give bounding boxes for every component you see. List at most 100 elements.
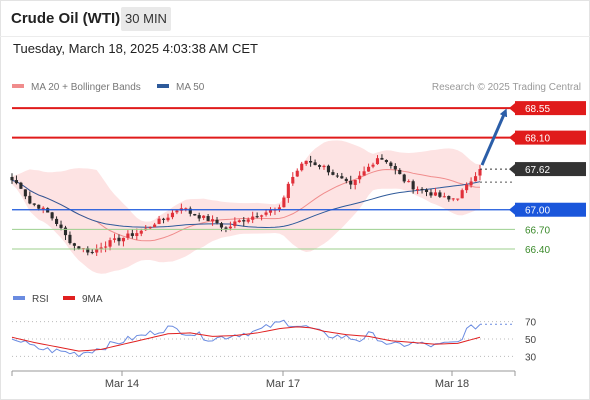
level-66-40: 66.40 — [12, 245, 550, 256]
resistance-label: 68.55 — [525, 104, 550, 115]
candle — [161, 217, 166, 224]
candle-body — [188, 208, 192, 214]
legend-swatch-ma20 — [12, 84, 24, 88]
candle — [420, 187, 424, 194]
candle — [55, 216, 59, 227]
candle — [197, 212, 201, 222]
candle-body — [264, 212, 268, 215]
candle — [442, 192, 446, 198]
x-axis-label: Mar 14 — [105, 378, 139, 390]
candle-body — [358, 175, 362, 180]
candle — [86, 246, 90, 256]
pivot-label-tip — [509, 204, 515, 215]
candle — [393, 163, 397, 175]
candle-body — [460, 190, 464, 199]
candle-body — [295, 170, 299, 177]
candle-body — [268, 210, 273, 213]
candle — [130, 229, 134, 239]
candle-body — [371, 164, 375, 167]
candle — [121, 237, 125, 247]
candle — [14, 175, 19, 185]
candle — [108, 237, 112, 251]
rsi-tick-label: 50 — [525, 335, 537, 346]
candle — [309, 155, 313, 167]
candle-body — [438, 192, 442, 197]
candle-body — [260, 215, 264, 217]
candle-body — [99, 247, 103, 250]
candle — [300, 161, 304, 172]
candle — [251, 211, 255, 224]
candle — [411, 179, 415, 194]
candle — [10, 173, 14, 184]
level-68-55: 68.55 — [12, 101, 586, 116]
candle-body — [228, 226, 232, 229]
legend-swatch-9ma — [63, 296, 75, 300]
candle — [242, 217, 246, 227]
legend-swatch-ma50 — [157, 84, 169, 88]
header: Crude Oil (WTI) 30 MIN — [0, 0, 590, 36]
level-68-10: 68.10 — [12, 130, 586, 145]
level-67-00: 67.00 — [12, 202, 586, 217]
candle-body — [14, 180, 19, 184]
candle — [407, 179, 411, 183]
candle-body — [148, 227, 152, 229]
candle — [117, 234, 121, 246]
candle — [331, 169, 335, 176]
candle-body — [331, 172, 335, 175]
candle — [460, 188, 464, 199]
candle-body — [469, 181, 473, 186]
candle — [304, 160, 308, 166]
candle — [286, 181, 290, 203]
candle-body — [393, 165, 397, 170]
candle-body — [313, 162, 317, 166]
timeframe-button[interactable]: 30 MIN — [121, 7, 171, 31]
candle — [90, 249, 94, 255]
candle-body — [407, 181, 411, 183]
candle — [264, 209, 268, 217]
candle-body — [411, 181, 415, 190]
candle-body — [322, 165, 326, 168]
candle — [99, 242, 103, 253]
candle — [59, 220, 63, 231]
candle — [465, 182, 469, 194]
candle — [478, 164, 482, 181]
candle — [148, 226, 152, 230]
candle — [358, 171, 362, 184]
rsi-tick-label: 30 — [525, 352, 537, 363]
candle — [50, 211, 54, 221]
candle-body — [50, 212, 54, 219]
candle-body — [349, 180, 353, 185]
candle-body — [384, 159, 388, 163]
resistance-label-tip — [509, 103, 515, 114]
last-price-label-tip — [509, 164, 515, 175]
candle — [349, 175, 353, 190]
candle-body — [197, 215, 201, 219]
candle-body — [433, 192, 437, 196]
candle-body — [353, 179, 357, 185]
candle — [215, 216, 219, 225]
candle-body — [32, 203, 36, 205]
x-axis-label: Mar 17 — [266, 378, 300, 390]
candle-body — [326, 165, 331, 173]
candle-body — [28, 195, 32, 204]
candle — [32, 203, 36, 207]
candle-body — [86, 248, 90, 253]
timestamp: Tuesday, March 18, 2025 4:03:38 AM CET — [13, 41, 258, 56]
candle — [153, 222, 157, 228]
candle — [295, 168, 299, 177]
level-67-62: 67.62 — [480, 162, 586, 177]
candle-body — [95, 249, 99, 253]
candle — [344, 177, 348, 184]
candle — [416, 186, 420, 195]
candle — [157, 215, 161, 225]
candle-body — [59, 224, 63, 228]
pivot-label-bg — [515, 202, 586, 217]
candle-body — [41, 207, 45, 210]
candle-body — [10, 176, 14, 181]
last-price-label-bg — [515, 162, 586, 177]
candle-body — [224, 227, 228, 229]
candle-body — [139, 230, 143, 234]
candle-body — [456, 198, 460, 200]
candle — [63, 225, 68, 240]
